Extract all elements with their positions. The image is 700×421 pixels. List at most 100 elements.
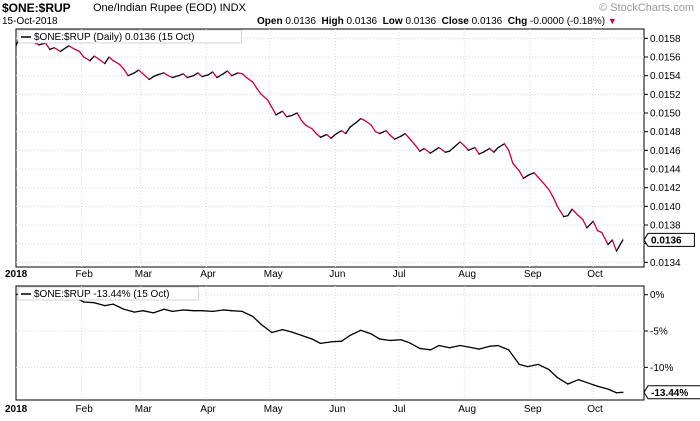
price-line-segment xyxy=(68,45,76,51)
month-label-upper-9: Oct xyxy=(587,269,603,280)
price-line-segment xyxy=(522,174,529,179)
price-line-segment xyxy=(493,146,499,153)
price-line-segment xyxy=(266,99,273,109)
price-line-segment xyxy=(385,130,391,137)
chg-value: -0.0000 (-0.18%) xyxy=(530,16,606,27)
chg-down-arrow-icon: ▼ xyxy=(607,16,617,26)
price-ytick-label-6: 0.0146 xyxy=(650,146,681,157)
price-line-segment xyxy=(192,72,199,77)
low-value: 0.0136 xyxy=(405,16,437,27)
month-label-upper-4: May xyxy=(264,269,283,280)
price-line-segment xyxy=(596,229,603,234)
price-line-segment xyxy=(423,147,432,154)
price-line-segment xyxy=(171,75,180,79)
price-legend-text: $ONE:$RUP (Daily) 0.0136 (15 Oct) xyxy=(34,32,194,43)
price-line-segment xyxy=(157,72,165,76)
price-line-segment xyxy=(231,72,239,77)
perf-line-segment xyxy=(527,363,539,368)
ohlc-readout: Open 0.0136 High 0.0136 Low 0.0136 Close… xyxy=(257,16,617,27)
perf-line-segment xyxy=(419,347,432,351)
perf-line-segment xyxy=(133,310,144,313)
perf-line-segment xyxy=(518,363,529,368)
perf-line-segment xyxy=(567,379,580,385)
perf-line-segment xyxy=(104,303,114,307)
price-line-segment xyxy=(252,81,258,90)
price-line-segment xyxy=(182,73,188,79)
price-line-segment xyxy=(260,93,269,101)
price-line-segment xyxy=(364,119,372,126)
price-ytick-label-8: 0.0150 xyxy=(650,109,681,120)
price-line-segment xyxy=(74,48,81,53)
perf-line-segment xyxy=(467,346,480,350)
price-ytick-label-4: 0.0142 xyxy=(650,183,681,194)
month-label-lower-4: May xyxy=(264,404,283,415)
price-line-segment xyxy=(300,119,307,126)
price-line-segment xyxy=(226,70,233,77)
perf-line-segment xyxy=(438,344,451,349)
perf-line-segment xyxy=(340,334,351,342)
price-ytick-label-2: 0.0138 xyxy=(650,221,681,232)
price-line-segment xyxy=(222,70,229,75)
price-line-segment xyxy=(127,72,136,77)
price-line-segment xyxy=(216,73,224,79)
price-line-segment xyxy=(186,75,195,79)
perf-line-segment xyxy=(577,379,588,384)
header-date: 15-Oct-2018 xyxy=(2,16,58,27)
price-line-segment xyxy=(459,141,465,147)
price-line-segment xyxy=(448,146,455,152)
perf-line-segment xyxy=(201,310,214,313)
price-line-segment xyxy=(434,146,440,151)
perf-line-segment xyxy=(497,344,510,351)
price-line-segment xyxy=(44,42,51,51)
price-line-segment xyxy=(355,117,362,123)
perf-line-segment xyxy=(556,376,569,385)
price-line-segment xyxy=(148,75,155,81)
perf-line-segment xyxy=(93,302,106,307)
perf-line-segment xyxy=(400,339,410,344)
price-frame xyxy=(15,28,645,268)
price-line-segment xyxy=(408,137,417,147)
price-line-segment xyxy=(503,143,510,151)
price-line-segment xyxy=(133,69,140,74)
perf-legend: $ONE:$RUP -13.44% (15 Oct) xyxy=(17,286,199,301)
month-label-upper-5: Jun xyxy=(329,269,345,280)
price-line-segment xyxy=(152,74,159,78)
price-line-segment xyxy=(237,72,243,75)
price-panel: 0.0134 0.0136 0.0138 0.0140 0.0142 0.0144 0.01… xyxy=(15,28,695,269)
price-line-segment xyxy=(404,132,410,139)
perf-line-segment xyxy=(319,341,332,345)
perf-line-segment xyxy=(142,310,155,314)
perf-line-segment xyxy=(290,331,303,337)
price-line-segment xyxy=(59,47,66,53)
price-line-segment xyxy=(330,133,336,139)
price-line-segment xyxy=(429,149,436,154)
perf-line-segment xyxy=(459,344,470,348)
price-legend-box xyxy=(17,29,242,44)
perf-line-segment xyxy=(379,338,391,342)
price-line-segment xyxy=(512,162,520,172)
price-line-segment xyxy=(142,73,150,81)
perf-ytick-label-0: 0% xyxy=(650,290,665,301)
price-line-segment xyxy=(305,124,313,130)
price-line-segment xyxy=(374,131,381,135)
price-line-segment xyxy=(389,134,396,140)
perf-line-segment xyxy=(83,301,95,304)
price-line-segment xyxy=(533,172,539,179)
price-line-segment xyxy=(89,55,95,62)
close-label: Close xyxy=(441,16,469,27)
price-line-segment xyxy=(563,215,569,218)
price-line-segment xyxy=(334,130,343,136)
price-line-segment xyxy=(571,208,580,217)
price-line-segment xyxy=(112,60,121,66)
perf-line-segment xyxy=(311,338,322,345)
price-line-segment xyxy=(104,56,110,65)
month-label-lower-0: 2018 xyxy=(5,404,28,415)
price-line-segment xyxy=(108,56,114,62)
price-line-segment xyxy=(83,56,91,62)
price-line-segment xyxy=(611,239,618,252)
price-line-segment xyxy=(78,50,85,58)
perf-line-segment xyxy=(123,308,136,313)
price-line-segment xyxy=(379,130,387,135)
month-label-lower-6: Jul xyxy=(393,404,406,415)
price-line-segment xyxy=(315,132,322,138)
